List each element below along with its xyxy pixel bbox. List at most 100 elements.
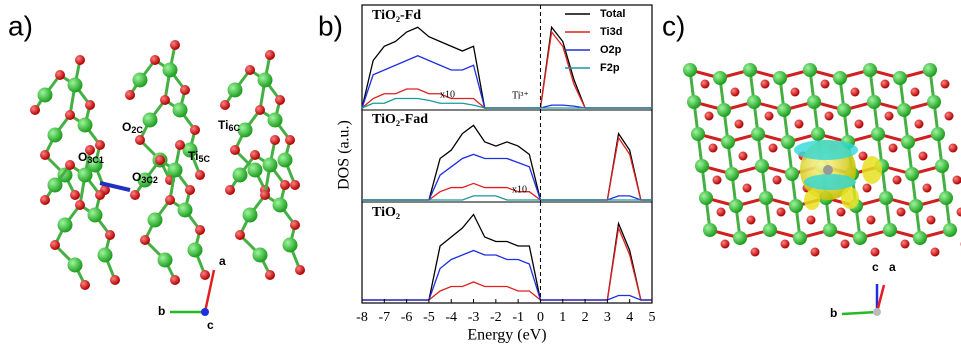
- atom: [150, 55, 160, 65]
- figure: a) b) c) TiO₂-Fdx10Ti³⁺TotalTi3dO2pF2pTi…: [0, 0, 961, 345]
- atom-label-sub: 5C: [198, 154, 210, 164]
- atom: [110, 275, 120, 285]
- subplot-title: TiO₂-Fd: [372, 8, 421, 23]
- x-axis-label: Energy (eV): [467, 327, 546, 344]
- legend-label: F2p: [600, 62, 620, 74]
- atom: [883, 223, 897, 237]
- atom: [200, 270, 210, 280]
- dos-line: [362, 99, 652, 109]
- atom: [811, 127, 825, 141]
- atom: [941, 80, 950, 89]
- atom: [765, 112, 774, 121]
- atom-label: O3C2: [132, 170, 158, 185]
- atom: [755, 159, 769, 173]
- atom: [911, 88, 920, 97]
- atom: [729, 199, 743, 213]
- legend-label: O2p: [600, 44, 622, 56]
- atom: [135, 135, 145, 145]
- atom-label: Ti5C: [188, 149, 210, 164]
- atom-label-main: Ti: [188, 149, 198, 163]
- legend-label: Total: [600, 8, 625, 20]
- atom: [731, 88, 740, 97]
- atom: [803, 63, 817, 77]
- atom: [901, 240, 910, 249]
- atom: [901, 135, 915, 149]
- atom: [40, 195, 50, 205]
- atom-label-main: O: [122, 120, 131, 134]
- axis-dot: [201, 308, 209, 316]
- atom: [65, 110, 75, 120]
- x-tick-label: -1: [512, 310, 524, 325]
- atom: [178, 203, 193, 218]
- atom: [263, 158, 278, 173]
- x-tick-label: -3: [468, 310, 480, 325]
- atom: [823, 165, 833, 175]
- axis-arrow: [842, 312, 877, 314]
- atom: [185, 185, 195, 195]
- atom: [148, 213, 163, 228]
- atom: [867, 216, 876, 225]
- atom-label-main: O: [78, 150, 87, 164]
- isosurface: [794, 140, 858, 160]
- atom: [761, 80, 770, 89]
- atom: [243, 208, 258, 223]
- atom: [927, 95, 941, 109]
- atom: [163, 63, 178, 78]
- atom: [170, 275, 180, 285]
- atom-label-main: Ti: [218, 118, 228, 132]
- atom: [165, 195, 175, 205]
- atom: [841, 240, 850, 249]
- panel-label: b): [318, 10, 343, 41]
- atom: [143, 113, 158, 128]
- atom: [893, 176, 902, 185]
- atom: [233, 168, 248, 183]
- atom: [705, 112, 714, 121]
- axis-label: b: [830, 306, 837, 320]
- atom: [769, 144, 778, 153]
- atom: [709, 144, 718, 153]
- atom: [871, 248, 880, 257]
- atom: [807, 216, 816, 225]
- panel-label: c): [662, 10, 685, 41]
- atom: [713, 176, 722, 185]
- atom: [945, 112, 954, 121]
- atom: [821, 80, 830, 89]
- atom: [807, 95, 821, 109]
- x-tick-label: 1: [559, 310, 566, 325]
- atom: [743, 63, 757, 77]
- atom: [180, 85, 190, 95]
- atom: [140, 235, 150, 245]
- atom: [195, 225, 205, 235]
- atom: [931, 127, 945, 141]
- atom: [170, 40, 180, 50]
- atom: [78, 118, 93, 133]
- atom-label: Ti6C: [218, 118, 240, 133]
- atom: [781, 135, 795, 149]
- atom: [793, 231, 807, 245]
- atom: [811, 248, 820, 257]
- subplot-title: TiO₂: [372, 205, 400, 220]
- atom: [173, 103, 188, 118]
- atom: [160, 95, 170, 105]
- atom: [733, 231, 747, 245]
- atom: [80, 280, 90, 290]
- atom: [278, 153, 293, 168]
- atom: [897, 208, 906, 217]
- atom: [683, 63, 697, 77]
- atom: [188, 243, 203, 258]
- atom: [701, 80, 710, 89]
- atom: [88, 208, 103, 223]
- atom: [265, 50, 275, 60]
- atom: [55, 70, 65, 80]
- atom: [250, 150, 260, 160]
- atom: [190, 125, 200, 135]
- atom: [781, 240, 790, 249]
- axis-label: a: [889, 260, 896, 274]
- atom: [30, 105, 40, 115]
- atom: [687, 95, 701, 109]
- atom: [65, 160, 75, 170]
- x-tick-label: -4: [445, 310, 457, 325]
- atom: [290, 220, 300, 230]
- atom: [935, 159, 949, 173]
